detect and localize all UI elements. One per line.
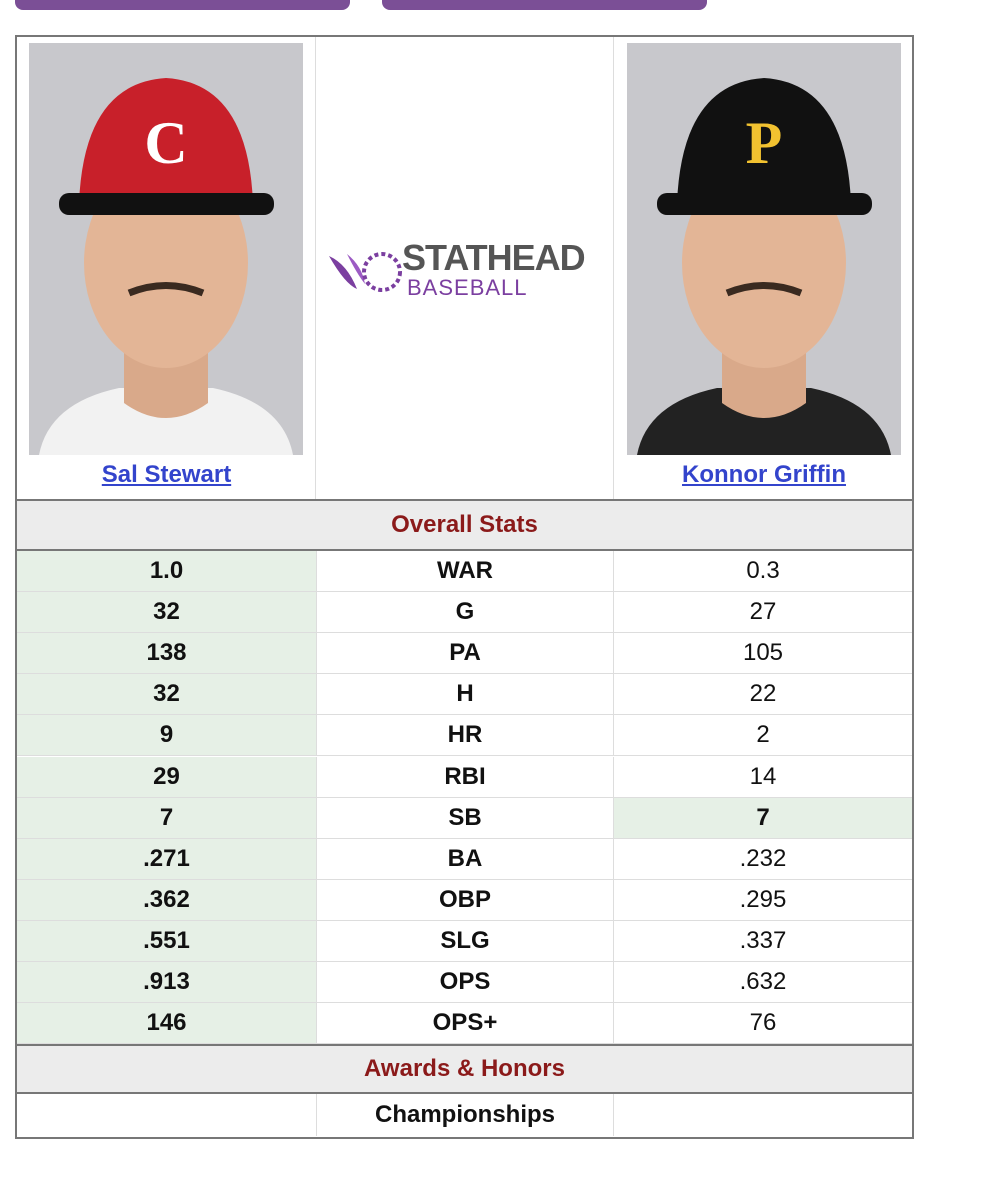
section-header: Awards & Honors [17, 1044, 912, 1095]
logo [327, 232, 607, 302]
stat-value-right: .632 [614, 962, 912, 1004]
player-name-link[interactable]: Konnor Griffin [682, 461, 846, 488]
player-name-link[interactable]: Sal Stewart [101, 461, 232, 488]
stat-value-left: .271 [17, 838, 316, 880]
stat-label: WAR [316, 551, 614, 593]
stat-value-left: 7 [17, 797, 316, 839]
stat-value-left: 9 [17, 715, 316, 757]
stat-label: BA [316, 838, 614, 880]
award-label: Championships [316, 1094, 614, 1137]
divider [315, 37, 316, 499]
stat-value-right: 76 [614, 1003, 912, 1045]
stat-value-right: .232 [614, 839, 912, 880]
stat-value-right: 0.3 [614, 551, 912, 593]
stat-value-left: .551 [17, 920, 316, 962]
tab-button[interactable] [15, 0, 350, 10]
player-photo: C [29, 43, 303, 455]
stat-value-left: .362 [17, 879, 316, 921]
stat-label: SLG [316, 920, 614, 962]
stat-label: SB [316, 797, 614, 839]
player-photo: P [627, 43, 901, 455]
stat-value-left: 29 [17, 756, 316, 798]
stat-value-left: .913 [17, 962, 316, 1004]
stat-label: OPS+ [316, 1003, 614, 1045]
divider [613, 37, 614, 499]
tab-button[interactable] [382, 0, 707, 10]
section-header: Overall Stats [17, 499, 912, 551]
stat-value-right: 2 [614, 715, 912, 757]
logo-icon [329, 252, 402, 292]
stat-value-right: 22 [614, 674, 912, 716]
award-cell [614, 1094, 912, 1136]
stat-label: OPS [316, 962, 614, 1004]
stat-value-left: 146 [17, 1003, 316, 1045]
stat-value-left: 138 [17, 633, 316, 675]
stat-value-left: 1.0 [17, 551, 316, 593]
svg-text:P: P [746, 110, 783, 176]
photo-art: P [637, 78, 891, 455]
award-cell [17, 1094, 316, 1136]
stat-label: G [316, 592, 614, 634]
stat-label: OBP [316, 879, 614, 921]
stat-value-right: 7 [614, 797, 912, 839]
stat-value-right: 105 [614, 633, 912, 675]
stat-label: HR [316, 715, 614, 757]
stat-value-right: .337 [614, 921, 912, 962]
stat-value-left: 32 [17, 674, 316, 716]
stat-value-right: .295 [614, 880, 912, 921]
comparison-table: C P Sal Stewart Konnor Griffin STATHEAD BA… [15, 35, 914, 1139]
stat-label: PA [316, 633, 614, 675]
logo-line2: BASEBALL [407, 275, 528, 300]
photo-art: C [39, 78, 293, 455]
logo-line1: STATHEAD [402, 237, 586, 278]
stat-label: RBI [316, 756, 614, 798]
stat-label: H [316, 674, 614, 716]
stat-value-right: 27 [614, 592, 912, 634]
stat-value-right: 14 [614, 757, 912, 798]
stat-value-left: 32 [17, 592, 316, 634]
svg-text:C: C [144, 110, 187, 176]
